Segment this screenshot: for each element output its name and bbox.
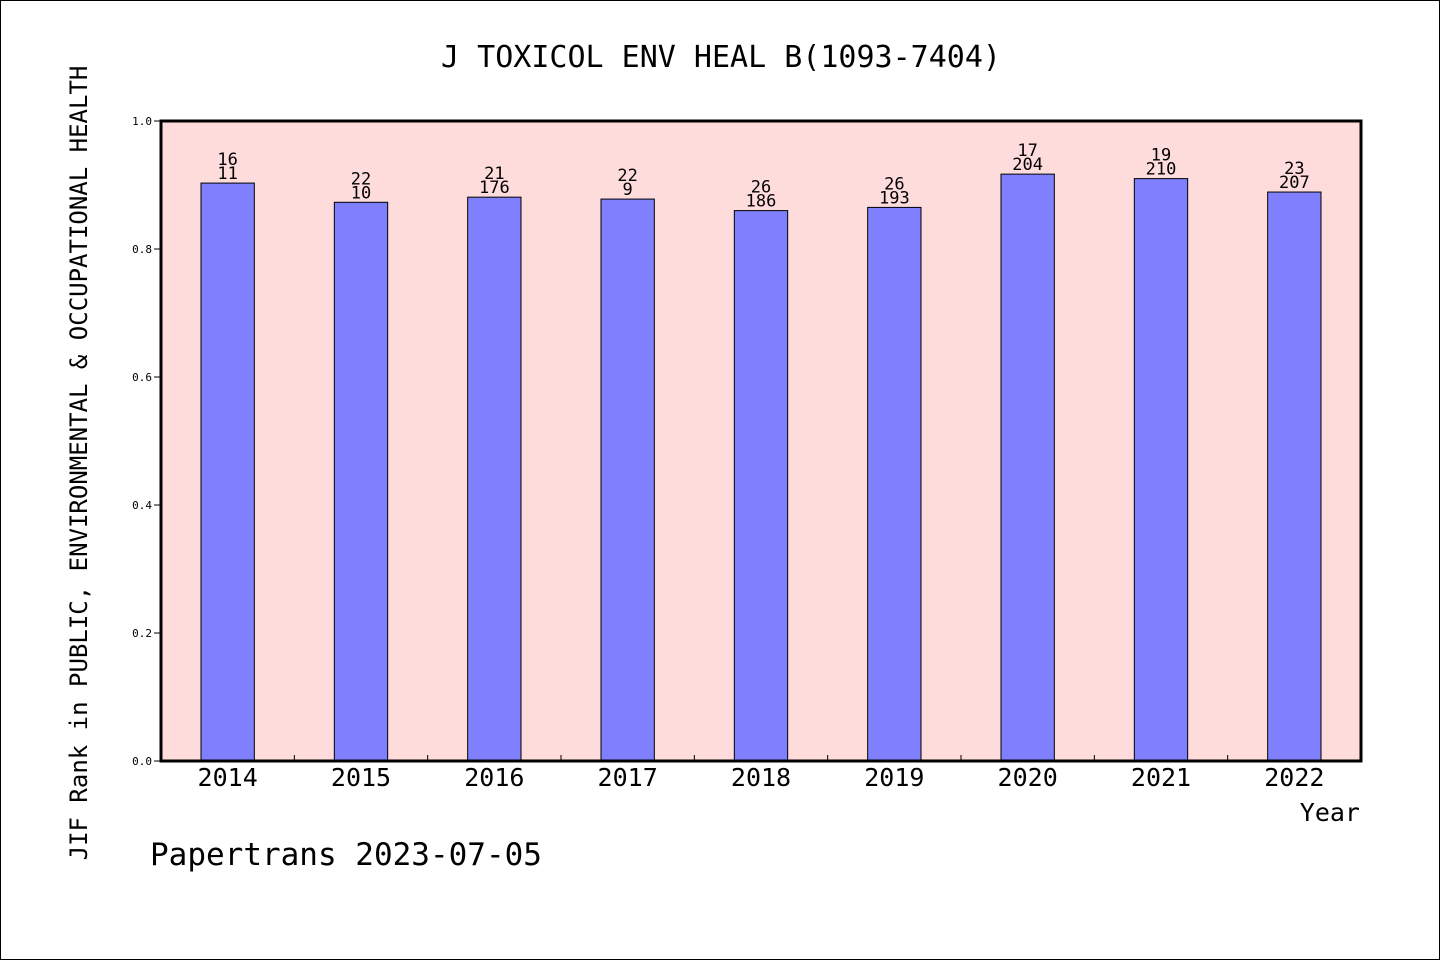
bar-label-bottom: 207: [1279, 173, 1310, 193]
x-tick-label: 2017: [598, 763, 658, 792]
x-tick-label: 2014: [198, 763, 258, 792]
x-axis-title: Year: [1300, 798, 1360, 827]
x-tick-label: 2016: [464, 763, 524, 792]
bar-label-bottom: 210: [1146, 160, 1177, 180]
bar-label-bottom: 9: [623, 180, 633, 200]
y-axis-title: JIF Rank in PUBLIC, ENVIRONMENTAL & OCCU…: [65, 66, 93, 861]
bar-label-bottom: 193: [879, 188, 910, 208]
x-tick-label: 2021: [1131, 763, 1191, 792]
bar-label-bottom: 176: [479, 178, 510, 198]
bar-label-top: 17: [1017, 141, 1037, 161]
y-tick-label: 0.0: [132, 755, 152, 768]
bar-label-top: 23: [1284, 159, 1304, 179]
bar-label-bottom: 204: [1012, 155, 1043, 175]
bar-label-bottom: 186: [746, 192, 777, 212]
y-tick-label: 0.8: [132, 243, 152, 256]
bar: [1267, 191, 1322, 762]
chart-title: J TOXICOL ENV HEAL B(1093-7404): [441, 40, 1001, 75]
bar: [467, 196, 522, 762]
footer-text: Papertrans 2023-07-05: [150, 837, 542, 873]
bar: [600, 198, 655, 762]
bar-label-top: 19: [1151, 146, 1171, 166]
bar: [733, 210, 789, 762]
x-tick-label: 2020: [998, 763, 1058, 792]
bar-label-top: 26: [751, 178, 771, 198]
bar-label-top: 21: [484, 164, 504, 184]
plot-border: [159, 119, 1363, 763]
bar-label-top: 26: [884, 174, 904, 194]
x-tick-label: 2022: [1264, 763, 1324, 792]
bar: [333, 201, 389, 762]
x-tick-label: 2015: [331, 763, 391, 792]
bar-label-bottom: 11: [217, 164, 237, 184]
bar-label-top: 16: [217, 150, 237, 170]
bar: [1133, 178, 1189, 762]
x-tick-label: 2018: [731, 763, 791, 792]
y-tick-label: 0.4: [132, 499, 152, 512]
bar-label-top: 22: [351, 169, 371, 189]
bar-label-bottom: 10: [351, 183, 371, 203]
y-tick-label: 1.0: [132, 115, 152, 128]
bar: [1000, 173, 1055, 762]
y-tick-label: 0.2: [132, 627, 152, 640]
bar: [200, 182, 255, 762]
bar: [867, 206, 922, 762]
bar-label-top: 22: [617, 166, 637, 186]
x-tick-label: 2019: [864, 763, 924, 792]
y-tick-label: 0.6: [132, 371, 152, 384]
